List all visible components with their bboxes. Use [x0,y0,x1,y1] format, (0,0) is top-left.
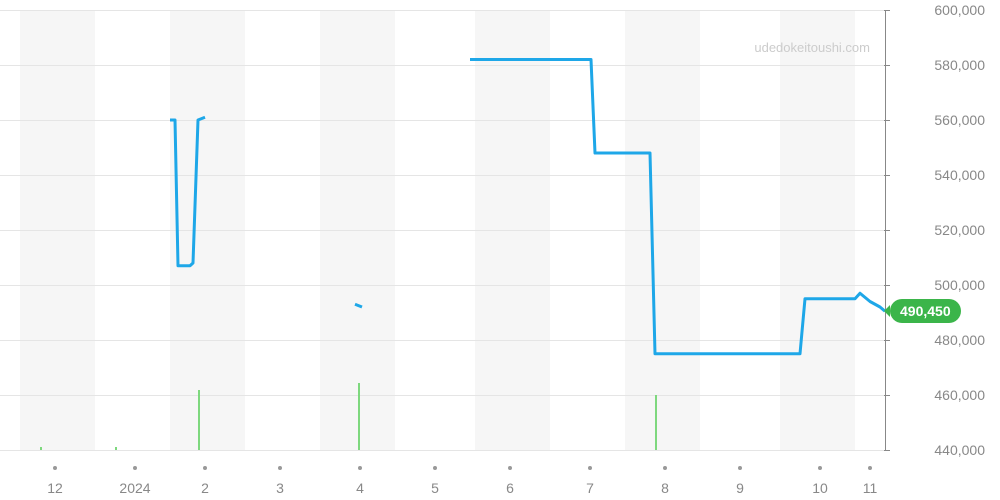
x-axis-label: 9 [736,480,744,496]
x-tick [588,466,592,470]
x-axis-label: 3 [276,480,284,496]
x-axis-label: 8 [661,480,669,496]
x-tick [133,466,137,470]
x-axis: 12 2024 2 3 4 5 6 7 8 9 10 11 [0,460,885,500]
price-line [0,10,885,450]
watermark: udedokeitoushi.com [754,40,870,55]
x-tick [203,466,207,470]
x-tick [663,466,667,470]
y-axis-label: 600,000 [934,2,985,18]
x-tick [53,466,57,470]
x-axis-label: 10 [812,480,828,496]
x-axis-label: 5 [431,480,439,496]
x-axis-label: 12 [47,480,63,496]
x-tick [818,466,822,470]
x-axis-label: 7 [586,480,594,496]
plot-area [0,10,885,450]
y-axis: 440,000460,000480,000500,000520,000540,0… [890,10,1000,450]
x-axis-label: 4 [356,480,364,496]
y-axis-label: 540,000 [934,167,985,183]
y-axis-label: 480,000 [934,332,985,348]
y-axis-label: 440,000 [934,442,985,458]
y-tick [884,450,890,451]
x-tick [738,466,742,470]
y-axis-label: 580,000 [934,57,985,73]
y-axis-label: 460,000 [934,387,985,403]
price-chart: 440,000 460,000 480,000 500,000 520,000 540,0… [0,0,1000,500]
x-tick [358,466,362,470]
x-tick [278,466,282,470]
x-tick [508,466,512,470]
current-price-badge: 490,450 [890,299,961,323]
x-axis-label: 2024 [119,480,150,496]
x-axis-label: 11 [863,480,878,496]
x-tick [868,466,872,470]
y-axis-label: 500,000 [934,277,985,293]
grid-line [0,450,885,451]
x-tick [433,466,437,470]
x-axis-label: 2 [201,480,209,496]
y-axis-label: 560,000 [934,112,985,128]
x-axis-label: 6 [506,480,514,496]
y-axis-label: 520,000 [934,222,985,238]
